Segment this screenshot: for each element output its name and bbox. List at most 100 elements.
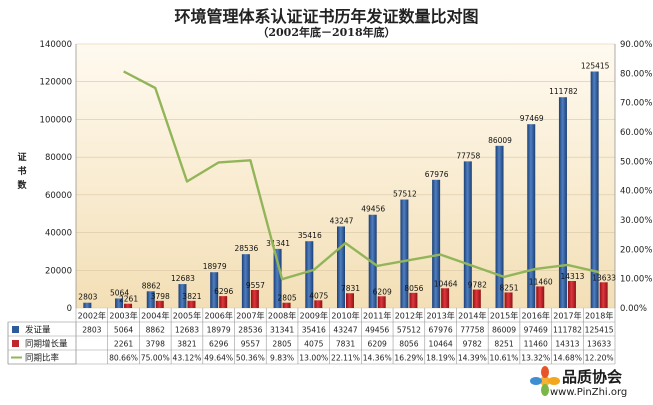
table-cell-value: 10.61% <box>490 354 519 363</box>
x-tick-label: 2003年 <box>109 311 137 321</box>
x-tick-label: 2018年 <box>585 311 613 321</box>
y2-tick-label: 30.00% <box>620 216 652 226</box>
table-cell-value: 4075 <box>304 340 323 349</box>
y-tick-label: 100000 <box>40 115 72 125</box>
bar-label-certificates: 28536 <box>234 244 258 253</box>
table-cell-value: 77758 <box>460 326 484 335</box>
x-tick-label: 2017年 <box>553 311 581 321</box>
bar-certificates <box>83 302 92 308</box>
table-cell-value: 43.12% <box>172 354 201 363</box>
bar-label-growth: 8056 <box>404 284 423 293</box>
bar-label-certificates: 111782 <box>549 87 578 96</box>
bar-growth <box>219 296 228 308</box>
bar-label-growth: 4075 <box>309 291 328 300</box>
table-cell-value: 11460 <box>524 340 548 349</box>
bar-label-certificates: 97469 <box>520 114 544 123</box>
brand-logo: 品质协会 www.PinZhi.org <box>528 364 651 404</box>
table-cell-value: 9782 <box>463 340 482 349</box>
bar-growth <box>504 292 513 308</box>
table-cell-value: 18.19% <box>426 354 455 363</box>
bar-label-certificates: 77758 <box>456 151 480 160</box>
bar-certificates <box>463 161 472 308</box>
y-tick-label: 120000 <box>40 78 72 88</box>
y-axis-label: 数 <box>17 179 27 191</box>
bar-label-growth: 6296 <box>214 287 233 296</box>
y-tick-label: 140000 <box>40 40 72 50</box>
data-table: 2002年 2003年 2004年 2005年 2006年 2007年 2008年 2009年… <box>7 308 616 365</box>
y2-tick-label: 40.00% <box>620 187 652 197</box>
line-growth-rate <box>123 70 600 281</box>
bar-certificates <box>495 145 504 308</box>
bar-growth <box>377 296 386 308</box>
table-cell-value: 8862 <box>146 326 165 335</box>
bar-growth <box>250 289 259 308</box>
table-cell-value: 18979 <box>207 326 231 335</box>
table-cell-value: 3821 <box>177 340 196 349</box>
legend-label: 发证量 <box>25 325 51 336</box>
bar-label-growth: 9782 <box>468 281 487 290</box>
bar-certificates <box>273 248 282 308</box>
bar-certificates <box>400 199 409 308</box>
bar-label-growth: 3798 <box>151 292 170 301</box>
table-cell-value: 9.83% <box>270 354 294 363</box>
bar-growth <box>314 300 323 308</box>
legend-swatch <box>12 326 19 333</box>
bar-label-certificates: 57512 <box>393 190 417 199</box>
bar-growth <box>536 286 545 308</box>
bar-label-growth: 14313 <box>561 272 585 281</box>
chart-title: 环境管理体系认证证书历年发证数量比对图 <box>174 7 479 26</box>
table-cell-value: 12683 <box>175 326 199 335</box>
bar-certificates <box>590 71 599 308</box>
y2-tick-label: 80.00% <box>620 69 652 79</box>
x-tick-label: 2008年 <box>268 311 296 321</box>
table-cell-value: 35416 <box>302 326 326 335</box>
bar-growth <box>472 289 481 308</box>
bar-growth <box>409 292 418 308</box>
bar-label-certificates: 12683 <box>171 274 195 283</box>
table-cell-value: 16.29% <box>394 354 423 363</box>
table-cell-value: 3798 <box>146 340 165 349</box>
bar-certificates <box>210 272 219 308</box>
table-cell-value: 22.11% <box>331 354 360 363</box>
y2-tick-label: 20.00% <box>620 245 652 255</box>
bar-growth <box>346 293 354 308</box>
x-tick-label: 2002年 <box>78 311 106 321</box>
table-cell-value: 8251 <box>494 340 513 349</box>
y2-tick-label: 60.00% <box>620 128 652 138</box>
x-tick-label: 2006年 <box>204 311 232 321</box>
y2-tick-label: 90.00% <box>620 40 652 50</box>
flower-logo-icon <box>530 366 560 396</box>
bar-certificates <box>337 226 345 308</box>
table-cell-value: 13633 <box>587 340 611 349</box>
table-cell-value: 13.00% <box>299 354 328 363</box>
table-cell-value: 125415 <box>585 326 614 335</box>
chart-subtitle: （2002年底－2018年底） <box>257 26 396 39</box>
x-tick-label: 2013年 <box>426 311 454 321</box>
x-tick-label: 2011年 <box>363 311 391 321</box>
y-tick-label: 20000 <box>45 266 72 276</box>
legend-swatch <box>12 340 19 347</box>
table-cell-value: 13.32% <box>521 354 550 363</box>
table-cell-value: 14.68% <box>553 354 582 363</box>
bar-growth <box>187 300 196 308</box>
table-cell-value: 2261 <box>114 340 133 349</box>
logo-url: www.PinZhi.org <box>550 387 628 398</box>
bar-label-certificates: 2803 <box>78 293 97 302</box>
bar-label-growth: 13633 <box>592 273 616 282</box>
logo-name: 品质协会 <box>562 368 623 386</box>
x-tick-label: 2004年 <box>141 311 169 321</box>
y-tick-label: 40000 <box>45 229 72 239</box>
table-cell-value: 86009 <box>492 326 516 335</box>
table-cell-value: 14.36% <box>363 354 392 363</box>
y2-tick-label: 10.00% <box>620 275 652 285</box>
bar-label-growth: 3821 <box>182 292 201 301</box>
table-cell-value: 75.00% <box>141 354 170 363</box>
bar-growth <box>441 288 450 308</box>
plot-background <box>76 44 615 308</box>
table-cell-value: 10464 <box>429 340 453 349</box>
bar-label-certificates: 31341 <box>266 239 290 248</box>
bar-label-certificates: 18979 <box>203 262 227 271</box>
y-tick-label: 60000 <box>45 191 72 201</box>
table-cell-value: 50.36% <box>236 354 265 363</box>
table-cell-value: 5064 <box>114 326 133 335</box>
